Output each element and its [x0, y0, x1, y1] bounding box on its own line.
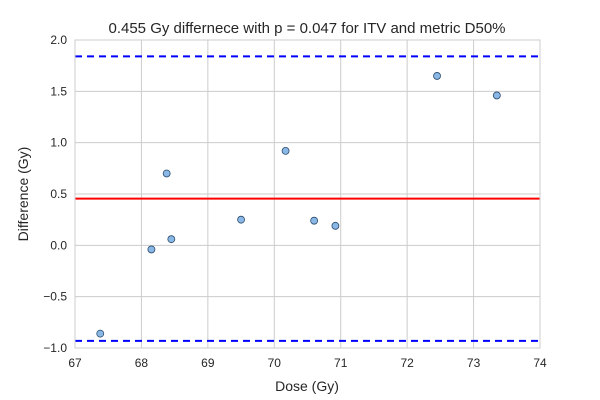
plot-frame — [74, 39, 541, 349]
x-tick-label: 70 — [268, 356, 282, 370]
data-point — [492, 91, 501, 100]
y-tick-label: 0.0 — [50, 238, 67, 252]
data-points — [96, 72, 501, 338]
x-tick-label: 68 — [135, 356, 149, 370]
data-point — [281, 146, 290, 155]
y-tick-label: −1.0 — [43, 341, 67, 355]
y-tick-label: 0.5 — [50, 187, 67, 201]
data-point — [433, 72, 441, 80]
data-point — [162, 169, 171, 178]
data-point — [310, 216, 319, 225]
x-tick-labels: 67 68 69 70 71 72 73 74 — [68, 356, 547, 370]
y-tick-labels: −1.0 −0.5 0.0 0.5 1.0 1.5 2.0 — [43, 33, 67, 355]
y-axis-label: Difference (Gy) — [15, 147, 31, 242]
x-tick-label: 74 — [533, 356, 547, 370]
y-tick-label: 1.0 — [50, 136, 67, 150]
x-tick-label: 71 — [334, 356, 348, 370]
data-point — [331, 221, 340, 230]
x-tick-label: 69 — [201, 356, 215, 370]
x-tick-label: 67 — [68, 356, 82, 370]
reference-lines — [75, 55, 540, 342]
x-tick-label: 73 — [467, 356, 481, 370]
chart-title: 0.455 Gy differnece with p = 0.047 for I… — [108, 20, 505, 37]
y-tick-label: −0.5 — [43, 290, 67, 304]
data-point — [147, 245, 156, 254]
x-axis-label: Dose (Gy) — [275, 378, 339, 394]
y-tick-label: 2.0 — [50, 33, 67, 47]
data-point — [167, 235, 176, 244]
grid — [74, 39, 541, 349]
x-tick-label: 72 — [400, 356, 414, 370]
y-tick-label: 1.5 — [50, 84, 67, 98]
data-point — [237, 215, 245, 224]
data-point — [96, 329, 105, 338]
